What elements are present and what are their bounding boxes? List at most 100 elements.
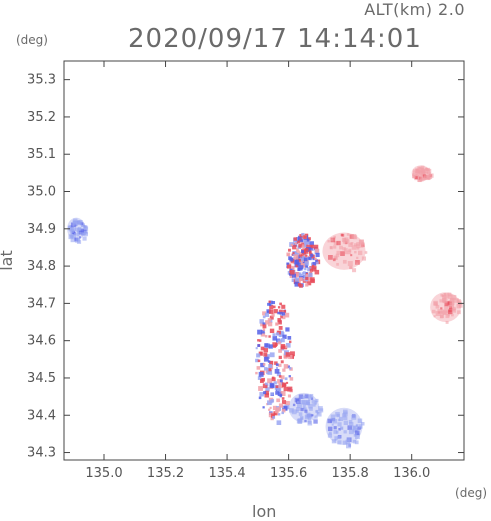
echo-cell xyxy=(345,239,350,244)
echo-cell xyxy=(305,273,309,277)
echo-cell xyxy=(444,305,448,310)
echo-cell xyxy=(301,396,305,400)
echo-cell xyxy=(275,322,279,326)
echo-cell xyxy=(300,239,303,243)
echo-cell xyxy=(294,272,299,277)
echo-cell xyxy=(269,303,272,307)
echo-cell xyxy=(412,171,416,174)
echo-cell xyxy=(294,281,300,287)
echo-cell xyxy=(314,269,320,275)
echo-cell xyxy=(262,322,266,326)
central-north-mixed xyxy=(286,232,321,288)
echo-cell xyxy=(357,250,363,256)
echo-cell xyxy=(295,264,299,268)
echo-cell xyxy=(417,178,422,182)
echo-cell xyxy=(267,370,273,375)
echo-cell xyxy=(284,345,288,349)
echo-cell xyxy=(70,237,76,243)
echo-cell xyxy=(286,262,289,265)
echo-cell xyxy=(283,386,288,392)
echo-cell xyxy=(415,168,420,174)
echo-cell xyxy=(280,391,286,396)
echo-cell xyxy=(281,411,284,415)
echo-cell xyxy=(271,313,275,317)
echo-cell xyxy=(259,319,264,324)
echo-cell xyxy=(272,305,276,309)
echo-cell xyxy=(309,407,313,411)
echo-cell xyxy=(309,268,313,272)
echo-cell xyxy=(304,409,308,413)
echo-cell xyxy=(355,434,360,440)
echo-cell xyxy=(442,310,448,316)
echo-cell xyxy=(356,244,361,249)
echo-cell xyxy=(351,414,357,420)
echo-cell xyxy=(268,335,271,338)
echo-cell xyxy=(83,225,88,230)
echo-cell xyxy=(255,371,258,375)
echo-cell xyxy=(274,368,280,374)
echo-cell xyxy=(424,167,427,170)
echo-cell xyxy=(71,233,77,238)
echo-cell xyxy=(355,424,359,427)
echo-cell xyxy=(354,250,357,254)
echo-cell xyxy=(419,170,422,174)
south-blue-cell-2 xyxy=(288,392,324,426)
echo-cell xyxy=(285,342,291,348)
echo-cell xyxy=(312,269,315,273)
echo-cell xyxy=(343,430,347,434)
echo-cell xyxy=(273,381,277,385)
echo-cell xyxy=(278,326,283,330)
echo-cell xyxy=(272,335,278,341)
echo-cell xyxy=(354,243,358,247)
echo-cell xyxy=(332,258,336,262)
echo-cell xyxy=(257,359,261,363)
echo-cell xyxy=(283,364,289,369)
echo-cell xyxy=(291,266,295,270)
echo-cell xyxy=(307,420,312,424)
echo-cell xyxy=(348,429,354,435)
echo-cell xyxy=(336,240,341,246)
echo-cell xyxy=(280,315,283,318)
echo-cell xyxy=(334,436,338,440)
echo-cell xyxy=(285,400,290,406)
echo-cell xyxy=(327,418,332,424)
echo-cell xyxy=(337,440,342,445)
echo-cell xyxy=(297,262,301,266)
echo-cell xyxy=(261,377,265,382)
echo-cell xyxy=(427,175,431,178)
echo-cell xyxy=(278,363,282,367)
echo-cell xyxy=(267,318,272,322)
echo-cell xyxy=(447,294,453,299)
echo-cell xyxy=(80,222,84,226)
echo-cell xyxy=(456,304,461,309)
echo-cell xyxy=(353,433,357,437)
echo-cell xyxy=(278,355,282,360)
echo-cell xyxy=(314,402,317,405)
echo-cell xyxy=(299,234,303,238)
echo-cell xyxy=(411,174,416,179)
echo-cell xyxy=(339,245,343,250)
echo-cell xyxy=(74,227,79,232)
echo-cell xyxy=(305,412,311,418)
echo-cell xyxy=(360,421,365,426)
echo-cell xyxy=(299,251,302,255)
echo-cell xyxy=(288,375,291,378)
echo-cell xyxy=(305,254,308,257)
echo-cell xyxy=(260,322,265,327)
echo-cell xyxy=(270,392,274,396)
echo-cell xyxy=(281,304,286,309)
echo-cell xyxy=(263,356,269,362)
echo-cell xyxy=(258,339,262,342)
echo-cell xyxy=(310,253,314,257)
echo-cell xyxy=(301,238,306,243)
echo-cell xyxy=(279,311,283,315)
echo-cell xyxy=(76,230,81,235)
echo-cell xyxy=(287,253,290,256)
echo-cell xyxy=(424,175,429,180)
echo-cell xyxy=(78,236,82,239)
echo-cell xyxy=(286,264,292,269)
echo-cell xyxy=(271,377,276,382)
echo-cell xyxy=(447,304,451,308)
echo-cell xyxy=(415,172,418,176)
echo-cell xyxy=(268,344,273,349)
